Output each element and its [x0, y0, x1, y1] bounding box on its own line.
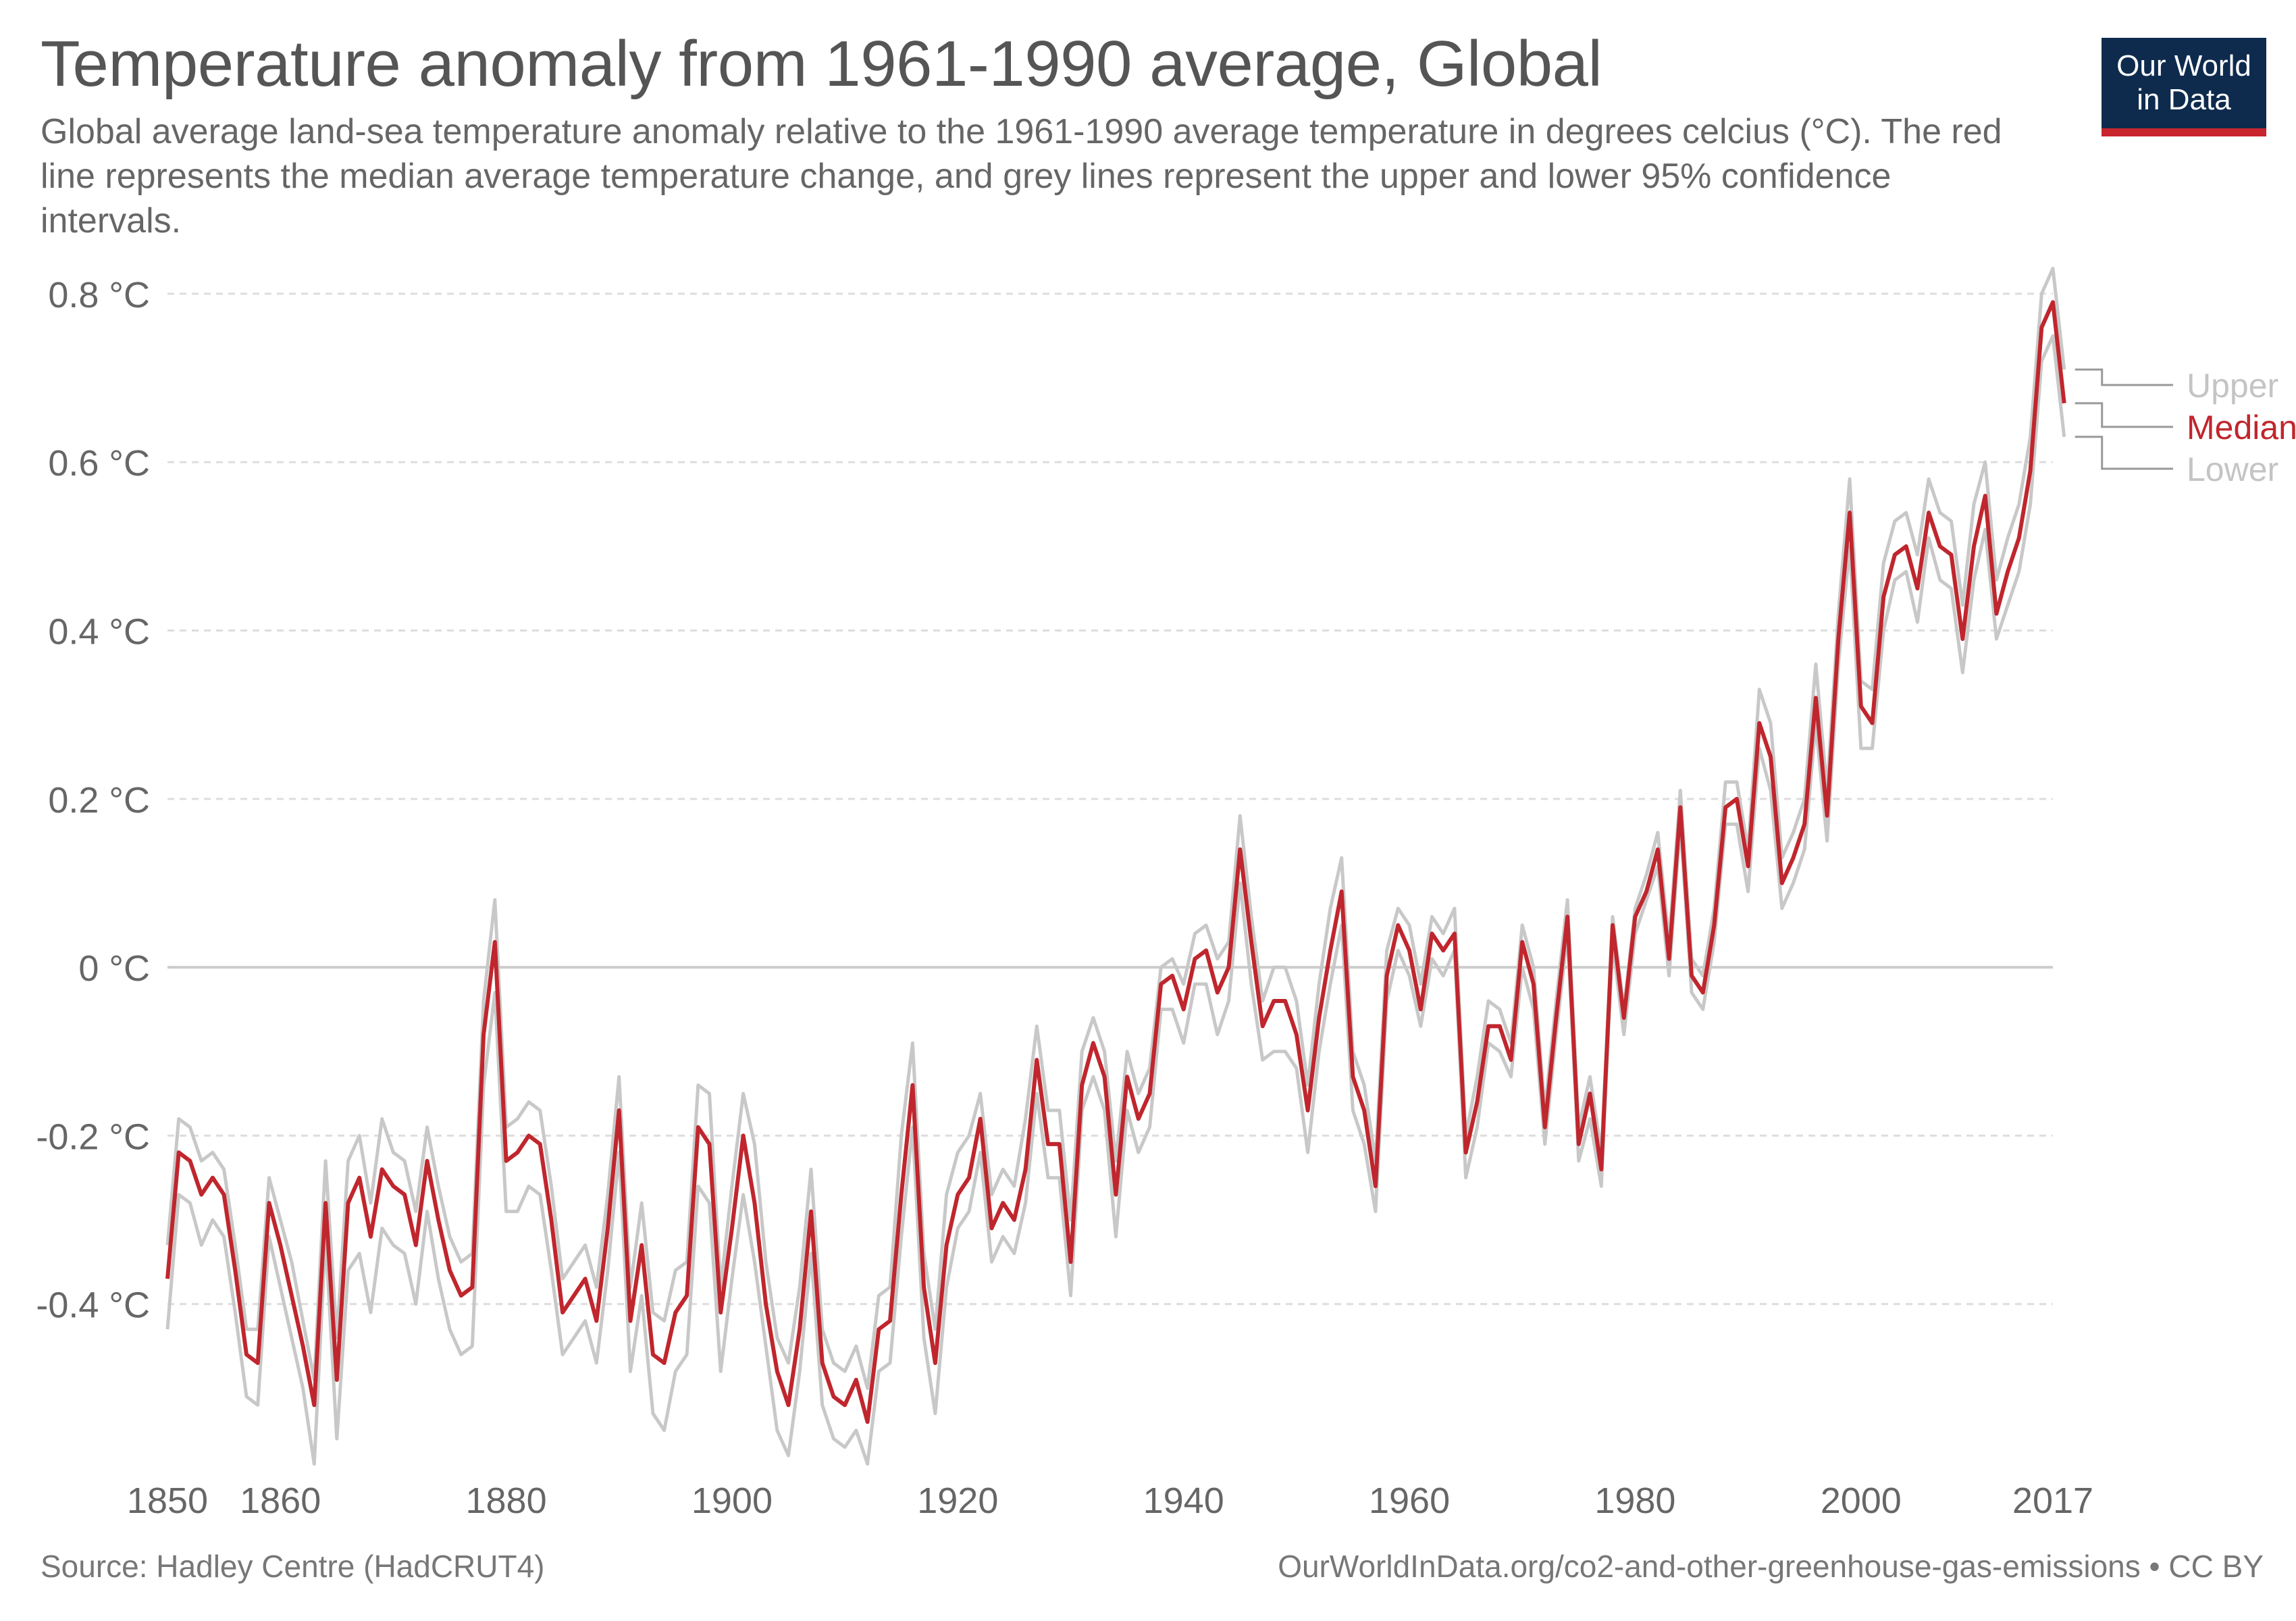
x-tick-label: 1920 [917, 1481, 998, 1521]
x-tick-label: 2000 [1821, 1481, 1902, 1521]
logo-line-1: Our World [2116, 49, 2251, 82]
y-tick-label: 0.2 °C [48, 780, 150, 821]
x-tick-label: 1860 [240, 1481, 321, 1521]
y-tick-label: 0.8 °C [48, 275, 150, 315]
series-layer [165, 267, 2066, 1466]
logo-line-2: in Data [2137, 83, 2231, 116]
x-tick-label: 1850 [127, 1481, 208, 1521]
x-tick-label: 2017 [2012, 1481, 2093, 1521]
y-tick-label: 0.6 °C [48, 443, 150, 484]
y-tick-label: -0.4 °C [36, 1285, 150, 1326]
legend-layer[interactable]: Upper Median Lower [2075, 367, 2296, 488]
x-tick-label: 1880 [465, 1481, 546, 1521]
x-tick-label: 1960 [1369, 1481, 1450, 1521]
series-line-median [165, 300, 2066, 1424]
x-tick-label: 1980 [1594, 1481, 1675, 1521]
legend-label-lower: Lower [2187, 451, 2278, 488]
legend-label-upper: Upper [2187, 367, 2278, 405]
chart-subtitle: Global average land-sea temperature anom… [41, 112, 2002, 240]
y-tick-label: -0.2 °C [36, 1116, 150, 1157]
source-link[interactable]: OurWorldInData.org/co2-and-other-greenho… [1278, 1549, 2264, 1584]
source-note: Source: Hadley Centre (HadCRUT4) [41, 1549, 545, 1584]
chart-title: Temperature anomaly from 1961-1990 avera… [41, 28, 1602, 100]
y-tick-label: 0 °C [78, 948, 150, 989]
legend-connector-upper [2075, 368, 2173, 386]
legend-connector-median [2075, 402, 2173, 428]
x-tick-label: 1900 [692, 1481, 773, 1521]
series-line-lower [165, 334, 2066, 1466]
x-tick-label: 1940 [1143, 1481, 1224, 1521]
legend-connector-lower [2075, 436, 2173, 470]
y-tick-label: 0.4 °C [48, 612, 150, 652]
legend-label-median: Median [2187, 409, 2296, 446]
axis-layer: 0.8 °C 0.6 °C 0.4 °C 0.2 °C 0 °C -0.2 °C -0.4 … [36, 275, 2093, 1521]
owid-logo[interactable]: Our World in Data [2102, 38, 2266, 136]
